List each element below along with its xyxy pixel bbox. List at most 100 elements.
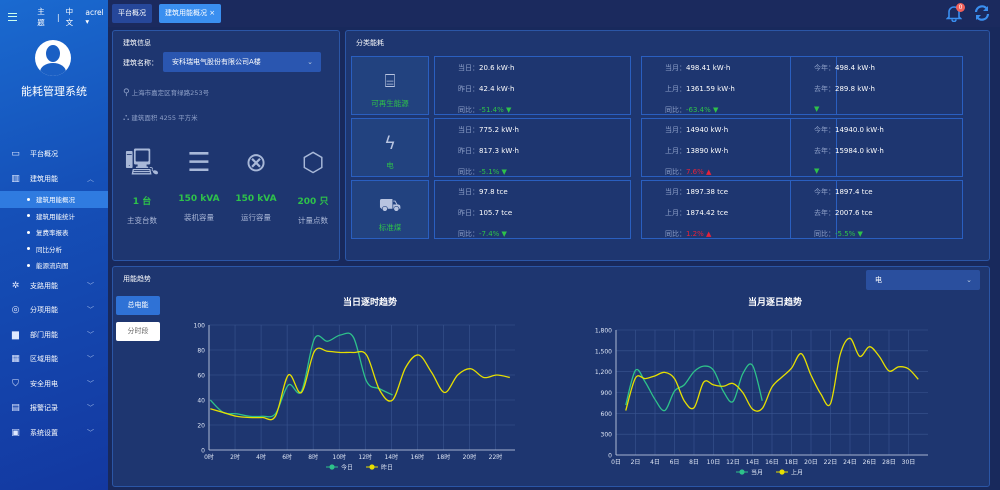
user-menu[interactable]: acrel ▾ <box>85 8 104 26</box>
x-tick-label: 18日 <box>785 459 799 466</box>
energy-type-select[interactable]: 电 ⌄ <box>866 270 980 290</box>
row-key: 今年 <box>814 188 828 196</box>
sidebar-item-1[interactable]: ▥ 建筑用能 ︿ <box>0 167 108 192</box>
row-value: 97.8 tce <box>479 188 508 196</box>
lightning-icon: ϟ <box>384 133 396 154</box>
area-icon: ⛬ <box>123 113 130 123</box>
sidebar-item-8[interactable]: ▣ 系统设置 ﹀ <box>0 421 108 446</box>
arrow-down-icon: ▼ <box>814 167 820 175</box>
compass-icon: ◎ <box>11 305 20 316</box>
row-key: 去年 <box>814 85 828 93</box>
notification-badge: 0 <box>956 3 965 12</box>
sidebar-item-3[interactable]: ◎ 分项用能 ﹀ <box>0 298 108 323</box>
sidebar-item-label: 报警记录 <box>30 404 58 413</box>
sidebar-subitem-3[interactable]: 同比分析 <box>0 241 108 258</box>
cell-row: 昨日：42.4 kW·h <box>458 85 515 93</box>
sidebar-subitem-2[interactable]: 复费率报表 <box>0 224 108 241</box>
theme-link[interactable]: 主题 <box>37 7 45 27</box>
category-name: 标准煤 <box>378 223 402 232</box>
refresh-icon[interactable] <box>974 5 990 23</box>
arrow-up-icon: ▲ <box>706 230 712 238</box>
sidebar-subitem-0[interactable]: 建筑用能概况 <box>0 191 108 208</box>
sidebar-item-5[interactable]: ▦ 区域用能 ﹀ <box>0 347 108 372</box>
menu-icon[interactable] <box>8 13 18 21</box>
row-key: 同比 <box>814 230 828 238</box>
close-icon[interactable]: × <box>209 9 216 17</box>
arrow-up-icon: ▲ <box>706 168 712 176</box>
cell-row: 昨日：105.7 tce <box>458 209 513 217</box>
row-value: 105.7 tce <box>479 209 513 217</box>
chart-title: 当月逐日趋势 <box>748 296 802 308</box>
tab-label: 建筑用能概况 <box>165 9 207 17</box>
bell-icon[interactable]: 0 <box>945 3 965 23</box>
divider: | <box>57 12 60 22</box>
sidebar-item-2[interactable]: ✲ 支路用能 ﹀ <box>0 274 108 299</box>
y-tick-label: 100 <box>194 323 206 330</box>
time-period-button[interactable]: 分时段 <box>116 322 160 341</box>
x-tick-label: 16时 <box>411 453 425 461</box>
cell-row: 今年：14940.0 kW·h <box>814 126 884 134</box>
energy-cell: 当日：97.8 tce 昨日：105.7 tce 同比：-7.4% ▼ <box>434 180 631 239</box>
arrow-down-icon: ▼ <box>501 168 507 176</box>
arrow-down-icon: ▼ <box>713 106 719 114</box>
energy-cell: 当日：20.6 kW·h 昨日：42.4 kW·h 同比：-51.4% ▼ <box>434 56 631 115</box>
avatar <box>35 40 71 76</box>
legend-label: 昨日 <box>381 464 393 472</box>
stat-value: 1 台 <box>132 197 152 207</box>
category-0[interactable]: ⌸ 可再生能源 <box>351 56 429 115</box>
chevron-down-icon: ﹀ <box>87 355 94 364</box>
arrow-down-icon: ▼ <box>857 230 863 238</box>
grid-icon: ▦ <box>11 354 20 365</box>
server-clock-icon: ☰ <box>187 148 211 178</box>
cell-row: 同比：1.2% ▲ <box>665 230 712 238</box>
chevron-down-icon: ⌄ <box>966 276 972 284</box>
sidebar-subitem-4[interactable]: 能源流向图 <box>0 257 108 274</box>
energy-cell: 今年：498.4 kW·h 去年：289.8 kW·h ▼ <box>790 56 963 115</box>
cell-row: 去年：2007.6 tce <box>814 209 873 217</box>
sidebar-item-6[interactable]: ⛉ 安全用电 ﹀ <box>0 372 108 397</box>
tab-platform-overview[interactable]: 平台概况 <box>112 4 152 23</box>
y-tick-label: 600 <box>601 411 613 418</box>
total-energy-button[interactable]: 总电能 <box>116 296 160 315</box>
stat-card: ⊗ 150 kVA 运行容量 <box>230 144 282 223</box>
sidebar-item-label: 部门用能 <box>30 330 58 339</box>
sidebar-item-4[interactable]: ▆ 部门用能 ﹀ <box>0 323 108 348</box>
energy-cell: 当月：14940 kW·h 上月：13890 kW·h 同比：7.6% ▲ <box>641 118 837 177</box>
arrow-down-icon: ▼ <box>506 106 512 114</box>
branch-icon: ✲ <box>11 280 20 291</box>
x-tick-label: 22日 <box>824 459 838 466</box>
row-value: 1897.4 tce <box>835 188 873 196</box>
user-name: acrel <box>85 8 104 17</box>
sidebar-item-7[interactable]: ▤ 报警记录 ﹀ <box>0 396 108 421</box>
category-name: 电 <box>386 161 394 170</box>
x-tick-label: 24日 <box>843 459 857 466</box>
address: 上海市嘉定区育绿路253号 <box>131 89 210 97</box>
x-tick-label: 0日 <box>611 459 621 466</box>
y-tick-label: 0 <box>608 453 612 460</box>
y-tick-label: 80 <box>197 348 205 355</box>
row-value: 498.41 kW·h <box>686 64 731 72</box>
tab-building-energy-overview[interactable]: 建筑用能概况 × <box>159 4 222 23</box>
x-tick-label: 20时 <box>463 453 477 461</box>
building-select[interactable]: 安科瑞电气股份有限公司A楼 ⌄ <box>163 52 321 72</box>
legend-label: 今日 <box>341 464 353 472</box>
sidebar-menu: ▭ 平台概况 ▥ 建筑用能 ︿ 建筑用能概况 建筑用能统计 复费率报表 同比分析 能源流向图 ✲ 支路… <box>0 142 108 445</box>
cell-row: 当月：14940 kW·h <box>665 126 729 134</box>
x-tick-label: 0时 <box>204 453 214 461</box>
cell-row: 当日：20.6 kW·h <box>458 64 515 72</box>
x-tick-label: 26日 <box>863 459 877 466</box>
category-2[interactable]: ⛟ 标准煤 <box>351 180 429 239</box>
chevron-down-icon: ﹀ <box>87 306 94 315</box>
sidebar-item-0[interactable]: ▭ 平台概况 <box>0 142 108 167</box>
sidebar-subitem-1[interactable]: 建筑用能统计 <box>0 208 108 225</box>
cell-row: 当月：498.41 kW·h <box>665 64 731 72</box>
row-key: 同比 <box>665 106 679 114</box>
x-tick-label: 10时 <box>332 453 346 461</box>
stat-card: 🖳 1 台主变台数 <box>116 144 168 226</box>
row-key: 同比 <box>458 230 472 238</box>
building-icon: ▥ <box>11 173 20 184</box>
row-key: 上月 <box>665 209 679 217</box>
language-link[interactable]: 中文 <box>65 7 74 27</box>
x-tick-label: 8时 <box>308 453 318 461</box>
